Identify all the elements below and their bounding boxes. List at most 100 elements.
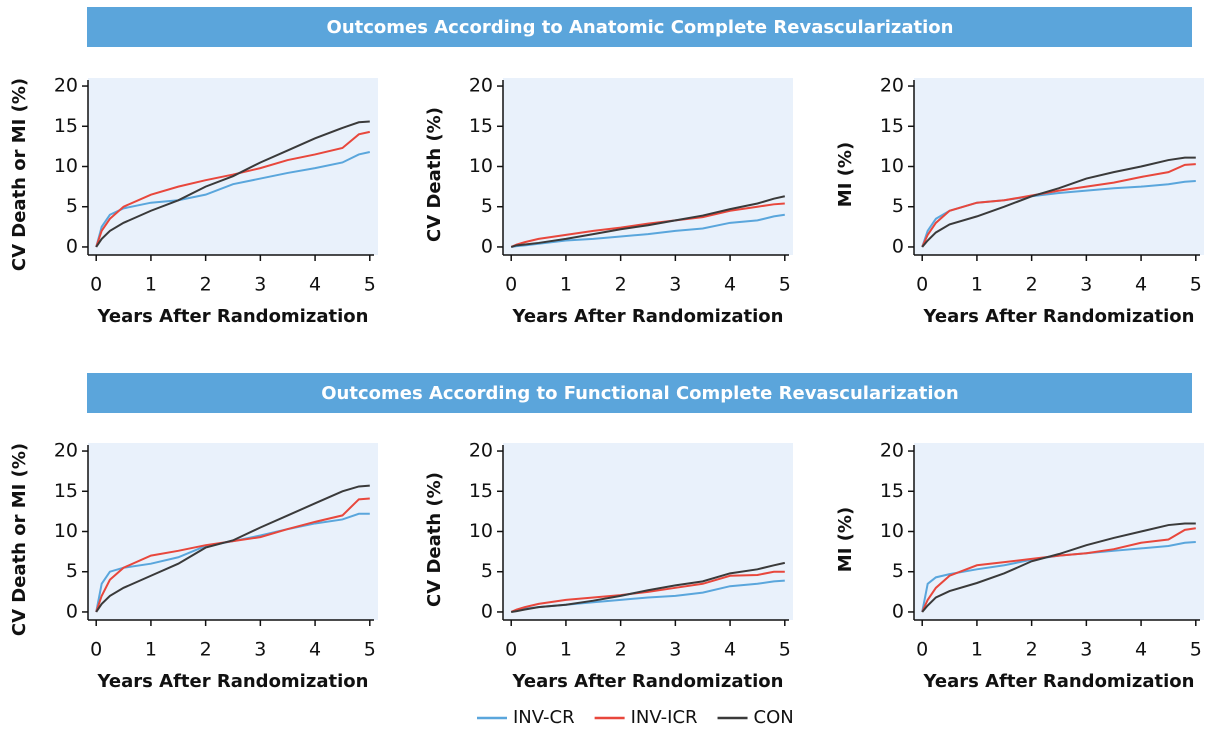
y-tick-label: 15 xyxy=(54,115,78,137)
x-tick-label: 1 xyxy=(560,274,572,296)
y-axis-label: CV Death (%) xyxy=(424,107,445,242)
y-tick-label: 20 xyxy=(469,440,493,462)
y-tick-label: 0 xyxy=(66,600,78,622)
x-tick-label: 3 xyxy=(669,274,681,296)
x-tick-label: 0 xyxy=(916,639,928,661)
x-tick-label: 1 xyxy=(971,274,983,296)
x-tick-label: 4 xyxy=(309,639,321,661)
x-tick-label: 0 xyxy=(505,639,517,661)
plot-background xyxy=(914,78,1204,255)
legend-label: INV-CR xyxy=(513,707,575,728)
x-tick-label: 1 xyxy=(560,639,572,661)
x-tick-label: 3 xyxy=(1080,274,1092,296)
series-line xyxy=(510,202,785,248)
plot-background xyxy=(914,443,1204,620)
x-tick-label: 4 xyxy=(724,274,736,296)
x-tick-label: 0 xyxy=(90,639,102,661)
x-tick-label: 4 xyxy=(1135,274,1147,296)
x-tick-label: 3 xyxy=(254,639,266,661)
y-axis-label: MI (%) xyxy=(835,142,856,207)
y-tick-label: 5 xyxy=(481,195,493,217)
y-tick-label: 0 xyxy=(892,235,904,257)
x-tick-label: 4 xyxy=(309,274,321,296)
y-tick-label: 10 xyxy=(54,520,78,542)
x-tick-label: 0 xyxy=(505,274,517,296)
x-tick-label: 3 xyxy=(669,639,681,661)
y-tick-label: 10 xyxy=(469,520,493,542)
y-axis-label: CV Death (%) xyxy=(424,472,445,607)
y-tick-label: 15 xyxy=(54,480,78,502)
x-tick-label: 5 xyxy=(779,639,791,661)
x-tick-label: 1 xyxy=(145,639,157,661)
y-tick-label: 0 xyxy=(481,235,493,257)
x-axis-label: Years After Randomization xyxy=(97,671,369,692)
series-line xyxy=(921,156,1196,248)
x-tick-label: 2 xyxy=(615,639,627,661)
y-axis-label: CV Death or MI (%) xyxy=(9,78,30,271)
x-tick-label: 2 xyxy=(200,274,212,296)
y-tick-label: 20 xyxy=(880,440,904,462)
x-tick-label: 4 xyxy=(1135,639,1147,661)
x-tick-label: 2 xyxy=(1026,274,1038,296)
section-title: Outcomes According to Functional Complet… xyxy=(321,383,958,404)
y-tick-label: 5 xyxy=(66,560,78,582)
y-tick-label: 20 xyxy=(54,75,78,97)
y-tick-label: 5 xyxy=(892,195,904,217)
x-tick-label: 2 xyxy=(615,274,627,296)
plot-background xyxy=(503,78,793,255)
y-tick-label: 20 xyxy=(469,75,493,97)
section-title: Outcomes According to Anatomic Complete … xyxy=(327,17,954,38)
y-tick-label: 20 xyxy=(880,75,904,97)
y-tick-label: 15 xyxy=(880,115,904,137)
y-tick-label: 10 xyxy=(54,155,78,177)
x-tick-label: 3 xyxy=(254,274,266,296)
series-line xyxy=(95,120,370,248)
y-tick-label: 0 xyxy=(892,600,904,622)
x-tick-label: 5 xyxy=(1190,639,1202,661)
series-line xyxy=(921,179,1196,248)
series-line xyxy=(921,522,1196,613)
series-line xyxy=(511,561,786,613)
x-axis-label: Years After Randomization xyxy=(512,306,784,327)
y-tick-label: 5 xyxy=(66,195,78,217)
y-tick-label: 5 xyxy=(892,560,904,582)
plot-background xyxy=(503,443,793,620)
x-tick-label: 1 xyxy=(971,639,983,661)
y-tick-label: 0 xyxy=(481,600,493,622)
section-bar xyxy=(87,373,1192,413)
legend-label: CON xyxy=(754,707,794,728)
y-tick-label: 15 xyxy=(469,115,493,137)
series-line xyxy=(95,151,371,248)
y-tick-label: 15 xyxy=(880,480,904,502)
section-bar xyxy=(87,7,1192,47)
x-tick-label: 1 xyxy=(145,274,157,296)
x-tick-label: 0 xyxy=(916,274,928,296)
series-line xyxy=(510,195,786,248)
y-tick-label: 10 xyxy=(469,155,493,177)
x-tick-label: 5 xyxy=(1190,274,1202,296)
y-tick-label: 0 xyxy=(66,235,78,257)
y-axis-label: MI (%) xyxy=(835,507,856,572)
plot-background xyxy=(88,78,378,255)
series-line xyxy=(95,130,371,248)
series-line xyxy=(95,484,370,613)
x-tick-label: 5 xyxy=(364,639,376,661)
x-tick-label: 2 xyxy=(1026,639,1038,661)
legend-label: INV-ICR xyxy=(631,707,698,728)
x-tick-label: 3 xyxy=(1080,639,1092,661)
x-tick-label: 5 xyxy=(779,274,791,296)
y-tick-label: 10 xyxy=(880,155,904,177)
y-tick-label: 10 xyxy=(880,520,904,542)
x-axis-label: Years After Randomization xyxy=(923,671,1195,692)
y-tick-label: 15 xyxy=(469,480,493,502)
x-tick-label: 0 xyxy=(90,274,102,296)
x-tick-label: 4 xyxy=(724,639,736,661)
x-axis-label: Years After Randomization xyxy=(97,306,369,327)
x-axis-label: Years After Randomization xyxy=(512,671,784,692)
y-tick-label: 20 xyxy=(54,440,78,462)
x-axis-label: Years After Randomization xyxy=(923,306,1195,327)
x-tick-label: 2 xyxy=(200,639,212,661)
y-axis-label: CV Death or MI (%) xyxy=(9,443,30,636)
plot-background xyxy=(88,443,378,620)
x-tick-label: 5 xyxy=(364,274,376,296)
